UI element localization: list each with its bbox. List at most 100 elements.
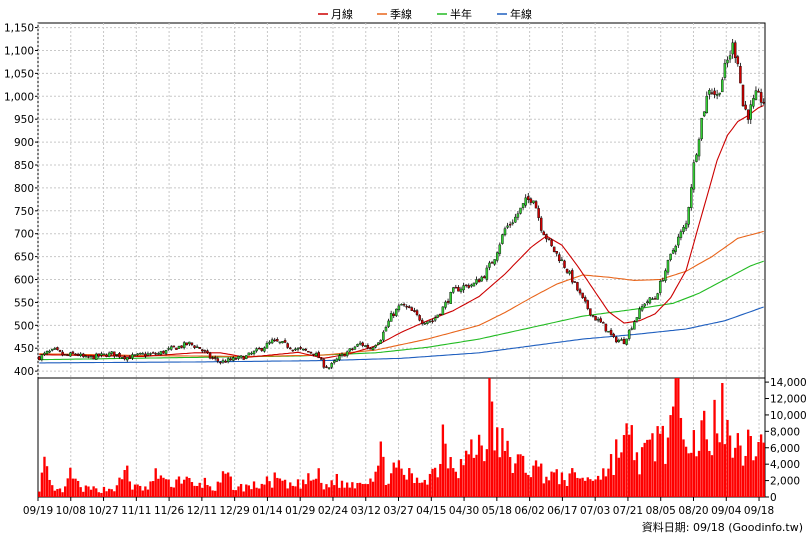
candle-body — [74, 353, 77, 356]
volume-bar — [286, 488, 289, 497]
candle-body — [400, 303, 403, 306]
volume-bar — [452, 468, 455, 497]
candle-body — [107, 352, 111, 357]
volume-bar — [568, 473, 571, 497]
volume-bar — [387, 483, 390, 497]
volume-bar — [123, 470, 126, 497]
volume-bar — [234, 490, 238, 497]
volume-bar — [472, 457, 476, 497]
volume-bar — [560, 472, 564, 497]
volume-bar — [734, 447, 737, 497]
volume-bar — [565, 485, 569, 497]
candle-body — [459, 288, 463, 292]
volume-bar — [338, 487, 341, 497]
x-tick-label: 04/30 — [449, 505, 479, 517]
candle-body — [470, 284, 473, 287]
volume-bar — [757, 442, 760, 497]
volume-bar — [195, 485, 199, 497]
volume-bar — [747, 429, 750, 497]
volume-bar — [100, 492, 103, 497]
volume-bar — [392, 462, 395, 497]
volume-bar — [92, 486, 95, 497]
candle-body — [213, 357, 217, 359]
volume-bar — [446, 468, 450, 497]
volume-bar — [325, 484, 328, 497]
volume-bar — [679, 417, 683, 497]
volume-bar — [180, 483, 183, 497]
volume-bar — [519, 454, 522, 497]
price-tick-label: 1,000 — [4, 91, 34, 103]
x-tick-label: 01/14 — [252, 505, 283, 517]
volume-bar — [252, 481, 256, 497]
candle-body — [682, 227, 685, 232]
candle-body — [182, 342, 186, 348]
volume-bar — [532, 465, 535, 497]
candle-body — [653, 298, 657, 300]
candle-body — [392, 313, 395, 316]
candle-body — [563, 260, 566, 268]
volume-bar — [53, 490, 56, 497]
candle-body — [524, 197, 527, 206]
volume-bar — [69, 467, 72, 497]
volume-bar — [640, 447, 644, 497]
volume-bar — [333, 485, 336, 497]
price-tick-label: 1,150 — [4, 23, 34, 35]
volume-bar — [402, 474, 406, 497]
volume-bar — [599, 479, 602, 497]
volume-bar — [692, 430, 696, 497]
volume-bar — [428, 473, 432, 497]
candle-body — [547, 238, 551, 240]
x-tick-label: 07/03 — [580, 505, 610, 517]
candle-body — [420, 319, 424, 324]
volume-bar — [190, 482, 194, 497]
volume-bar — [617, 457, 620, 497]
volume-bar — [151, 481, 155, 497]
candle-body — [348, 348, 351, 352]
candle-body — [361, 342, 364, 346]
candle-body — [327, 367, 331, 369]
candle-body — [498, 244, 502, 254]
candle-body — [674, 245, 677, 252]
candle-body — [250, 352, 253, 355]
volume-bar — [361, 483, 364, 497]
volume-bar — [490, 401, 494, 497]
volume-bar — [216, 481, 219, 497]
candle-body — [58, 349, 62, 352]
volume-bar — [64, 486, 67, 497]
candle-body — [123, 356, 126, 360]
candle-body — [286, 343, 289, 348]
volume-bar — [470, 439, 473, 497]
volume-bar — [317, 468, 320, 497]
volume-bar — [289, 482, 292, 497]
candle-body — [503, 228, 507, 236]
candle-body — [320, 358, 323, 360]
candle-body — [384, 326, 388, 332]
candle-body — [555, 251, 558, 254]
volume-bar — [697, 450, 701, 497]
candle-body — [568, 271, 571, 274]
candle-body — [754, 90, 758, 100]
candle-body — [177, 345, 181, 349]
candle-body — [493, 259, 496, 265]
volume-bar — [89, 489, 93, 497]
candle-body — [690, 187, 693, 209]
candle-body — [656, 293, 659, 300]
candle-body — [648, 297, 652, 304]
volume-bar — [115, 485, 119, 497]
legend-label: 半年 — [450, 7, 472, 21]
candle-body — [596, 318, 600, 321]
volume-bar — [503, 450, 507, 497]
candle-body — [314, 353, 318, 356]
volume-bar — [175, 479, 178, 497]
volume-bar — [377, 465, 380, 497]
candle-body — [63, 353, 67, 356]
candle-body — [79, 353, 82, 356]
candle-body — [617, 339, 621, 342]
candle-body — [325, 366, 328, 368]
volume-bar — [754, 456, 758, 497]
volume-bar — [524, 472, 527, 497]
candle-body — [268, 341, 271, 344]
volume-bar — [346, 482, 349, 497]
candle-body — [203, 350, 207, 352]
volume-bar — [307, 473, 310, 497]
